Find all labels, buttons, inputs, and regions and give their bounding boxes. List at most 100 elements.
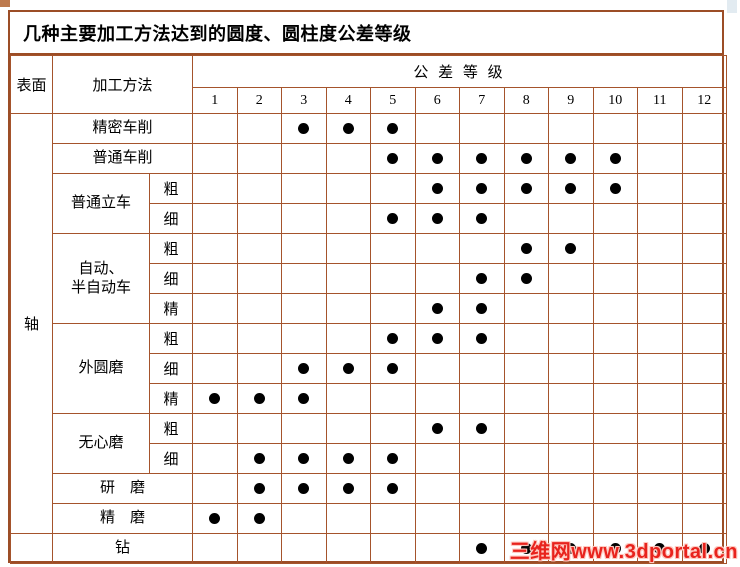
tolerance-dot <box>431 153 443 165</box>
grade-cell <box>459 293 505 324</box>
tolerance-dot <box>298 483 310 495</box>
grade-cell <box>370 203 416 234</box>
grade-cell <box>459 233 505 264</box>
method-cell: 精密车削 <box>51 113 194 144</box>
grade-cell <box>459 353 505 384</box>
grade-cell <box>592 443 639 474</box>
grade-cell <box>592 473 639 504</box>
tolerance-dot <box>565 243 577 255</box>
tolerance-dot <box>298 393 310 405</box>
grade-cell <box>370 293 416 324</box>
tolerance-dot <box>565 153 577 165</box>
grade-cell <box>414 473 461 504</box>
grade-cell <box>503 533 550 564</box>
grade-cell <box>503 443 550 474</box>
grade-col-header: 1 <box>192 87 238 114</box>
tolerance-dot <box>476 543 488 555</box>
grade-cell <box>503 293 550 324</box>
grade-cell <box>414 293 461 324</box>
grade-cell <box>370 263 416 294</box>
grade-cell <box>592 383 639 414</box>
grade-cell <box>236 263 283 294</box>
tolerance-dot <box>476 303 488 315</box>
tolerance-dot <box>387 483 399 495</box>
tolerance-dot <box>520 243 532 255</box>
grade-cell <box>281 383 327 414</box>
grade-cell <box>592 233 639 264</box>
tolerance-dot <box>476 273 488 285</box>
grade-cell <box>637 173 683 204</box>
grade-cell <box>681 473 728 504</box>
grade-cell <box>459 473 505 504</box>
grade-cell <box>236 473 283 504</box>
grade-cell <box>548 353 594 384</box>
grade-col-header: 10 <box>592 87 639 114</box>
grade-cell <box>548 233 594 264</box>
method-cell: 普通车削 <box>51 143 194 174</box>
grade-cell <box>681 503 728 534</box>
grade-cell <box>459 203 505 234</box>
grade-cell <box>281 113 327 144</box>
finish-level-cell: 粗 <box>148 173 194 204</box>
grade-cell <box>281 503 327 534</box>
grade-cell <box>459 263 505 294</box>
grade-cell <box>548 143 594 174</box>
grade-cell <box>414 233 461 264</box>
tolerance-dot <box>209 513 221 525</box>
grade-cell <box>637 143 683 174</box>
grade-cell <box>681 413 728 444</box>
finish-level-cell: 粗 <box>148 413 194 444</box>
grade-col-header: 4 <box>325 87 372 114</box>
grade-cell <box>192 443 238 474</box>
grade-cell <box>548 473 594 504</box>
grade-cell <box>192 203 238 234</box>
grade-cell <box>548 443 594 474</box>
grade-cell <box>548 503 594 534</box>
surface-header: 表面 <box>10 55 53 114</box>
grade-cell <box>236 203 283 234</box>
grade-cell <box>459 383 505 414</box>
tolerance-dot <box>387 453 399 465</box>
grade-cell <box>236 533 283 564</box>
grade-cell <box>370 473 416 504</box>
grade-cell <box>192 413 238 444</box>
tolerance-dot <box>476 153 488 165</box>
tolerance-dot <box>387 363 399 375</box>
grade-cell <box>192 323 238 354</box>
grade-cell <box>325 503 372 534</box>
grade-cell <box>325 413 372 444</box>
grade-header: 公 差 等 级 <box>192 55 728 88</box>
grade-cell <box>325 293 372 324</box>
tolerance-dot <box>387 153 399 165</box>
grade-cell <box>459 443 505 474</box>
grade-cell <box>503 473 550 504</box>
finish-level-cell: 细 <box>148 263 194 294</box>
tolerance-dot <box>565 183 577 195</box>
grade-cell <box>681 143 728 174</box>
grade-cell <box>370 323 416 354</box>
grade-col-header: 12 <box>681 87 728 114</box>
grade-cell <box>281 293 327 324</box>
grade-cell <box>414 443 461 474</box>
grade-cell <box>325 263 372 294</box>
grade-cell <box>548 323 594 354</box>
tolerance-dot <box>209 393 221 405</box>
grade-cell <box>681 293 728 324</box>
tolerance-dot <box>342 453 354 465</box>
corner-fragment-top-left <box>0 0 10 7</box>
grade-cell <box>548 533 594 564</box>
tolerance-dot <box>431 333 443 345</box>
grade-cell <box>325 473 372 504</box>
grade-cell <box>503 353 550 384</box>
tolerance-dot <box>253 393 265 405</box>
finish-level-cell: 细 <box>148 203 194 234</box>
grade-cell <box>503 233 550 264</box>
grade-cell <box>637 323 683 354</box>
grade-cell <box>503 143 550 174</box>
grade-cell <box>681 173 728 204</box>
header-row-1: 表面 加工方法 公 差 等 级 <box>10 55 728 114</box>
grade-col-header: 8 <box>503 87 550 114</box>
grade-cell <box>592 143 639 174</box>
grade-cell <box>281 143 327 174</box>
tolerance-dot <box>520 183 532 195</box>
